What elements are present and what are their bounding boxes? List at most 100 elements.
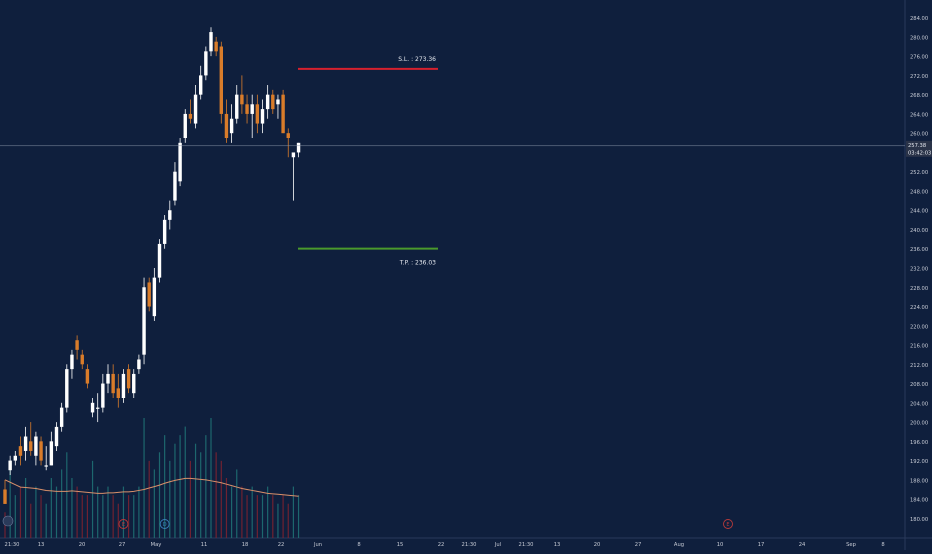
x-tick-label: 18 bbox=[242, 542, 249, 548]
y-tick-label: 228.00 bbox=[910, 286, 928, 292]
x-tick-label: 20 bbox=[594, 542, 601, 548]
x-tick-label: 8 bbox=[357, 542, 360, 548]
volume-bar bbox=[225, 478, 228, 538]
y-tick-label: 284.00 bbox=[910, 16, 928, 22]
tp-level-label: T.P. : 236.03 bbox=[399, 260, 436, 267]
x-tick-label: 13 bbox=[554, 542, 561, 548]
volume-bar bbox=[153, 469, 155, 538]
y-tick-label: 252.00 bbox=[910, 170, 928, 176]
candle-body bbox=[286, 133, 290, 138]
candle-body bbox=[193, 94, 198, 124]
volume-bar bbox=[148, 460, 150, 538]
volume-bar bbox=[76, 486, 78, 538]
candle-body bbox=[219, 46, 223, 114]
y-tick-label: 224.00 bbox=[910, 305, 928, 311]
volume-bar bbox=[143, 418, 145, 538]
candle-body bbox=[157, 243, 162, 278]
candle-body bbox=[152, 277, 157, 317]
y-tick-label: 180.00 bbox=[910, 517, 928, 523]
x-tick-label: Sep bbox=[846, 542, 856, 548]
volume-bar bbox=[184, 426, 186, 538]
volume-bar bbox=[19, 486, 22, 538]
volume-bar bbox=[200, 452, 202, 538]
earnings-marker bbox=[118, 519, 129, 529]
volume-bar bbox=[71, 478, 73, 538]
y-tick-label: 220.00 bbox=[910, 324, 928, 330]
candle-body bbox=[121, 373, 126, 398]
volume-bar bbox=[215, 452, 217, 538]
candle-body bbox=[276, 99, 280, 105]
y-tick-label: 260.00 bbox=[910, 132, 928, 138]
earnings-marker-aug bbox=[723, 519, 733, 529]
x-tick-label: 11 bbox=[201, 542, 208, 548]
dividend-marker-glyph: D bbox=[163, 522, 167, 528]
price-label-box bbox=[906, 140, 932, 157]
y-tick-label: 248.00 bbox=[910, 189, 928, 195]
volume-bar bbox=[97, 486, 99, 538]
volume-bar bbox=[246, 495, 248, 538]
x-tick-label: 27 bbox=[119, 542, 126, 548]
candle-body bbox=[18, 446, 23, 456]
earnings-marker-aug-glyph: E bbox=[726, 522, 729, 528]
volume-bar bbox=[277, 503, 279, 538]
y-tick-label: 272.00 bbox=[910, 74, 928, 80]
candle-body bbox=[23, 436, 28, 451]
candle-body bbox=[85, 369, 90, 384]
y-tick-label: 244.00 bbox=[910, 209, 928, 215]
x-tick-label: 8 bbox=[881, 542, 884, 548]
y-tick-label: 276.00 bbox=[910, 55, 928, 61]
candle-body bbox=[296, 142, 301, 153]
y-tick-label: 264.00 bbox=[910, 112, 928, 118]
y-tick-label: 208.00 bbox=[910, 382, 928, 388]
y-tick-label: 204.00 bbox=[910, 401, 928, 407]
earnings-marker-glyph: E bbox=[122, 522, 125, 528]
candle-body bbox=[49, 441, 54, 466]
candle-body bbox=[224, 113, 229, 138]
y-tick-label: 236.00 bbox=[910, 247, 928, 253]
volume-bar bbox=[251, 486, 253, 538]
candle-body bbox=[188, 113, 193, 119]
volume-bar bbox=[128, 495, 130, 538]
volume-bar bbox=[179, 435, 181, 538]
volume-bar bbox=[81, 495, 83, 538]
y-tick-label: 232.00 bbox=[910, 267, 928, 273]
volume-bar bbox=[133, 495, 135, 538]
candle-body bbox=[147, 282, 151, 307]
candle-body bbox=[235, 94, 239, 119]
x-tick-label: 20 bbox=[79, 542, 86, 548]
candle-body bbox=[65, 369, 69, 408]
candle-body bbox=[106, 373, 110, 384]
volume-bar bbox=[205, 435, 207, 538]
volume-bar bbox=[61, 469, 63, 538]
x-tick-label: May bbox=[151, 542, 162, 548]
volume-bar bbox=[14, 495, 16, 538]
candle-body bbox=[199, 75, 203, 95]
dividend-marker bbox=[159, 519, 170, 529]
volume-bar bbox=[261, 495, 264, 538]
candle-body bbox=[39, 441, 43, 461]
volume-bar bbox=[50, 478, 52, 538]
candle-body bbox=[75, 340, 79, 350]
x-tick-label: 22 bbox=[438, 542, 445, 548]
candle-body bbox=[281, 94, 285, 134]
x-tick-label: 21:30 bbox=[462, 542, 477, 548]
logo-icon bbox=[2, 515, 14, 527]
candle-body bbox=[168, 210, 172, 220]
y-tick-label: 268.00 bbox=[910, 93, 928, 99]
candle-body bbox=[142, 287, 146, 355]
candle-body bbox=[59, 407, 64, 427]
candle-body bbox=[229, 118, 234, 134]
volume-bar bbox=[107, 486, 109, 538]
candle-body bbox=[178, 142, 182, 182]
candle-body bbox=[101, 383, 105, 408]
volume-bar bbox=[164, 435, 166, 538]
volume-bar bbox=[30, 503, 32, 538]
candle-body bbox=[209, 32, 213, 52]
volume-bar bbox=[241, 486, 243, 538]
volume-bar bbox=[66, 452, 68, 538]
candle-body bbox=[271, 94, 275, 110]
volume-bar bbox=[35, 486, 37, 538]
y-tick-label: 240.00 bbox=[910, 228, 928, 234]
